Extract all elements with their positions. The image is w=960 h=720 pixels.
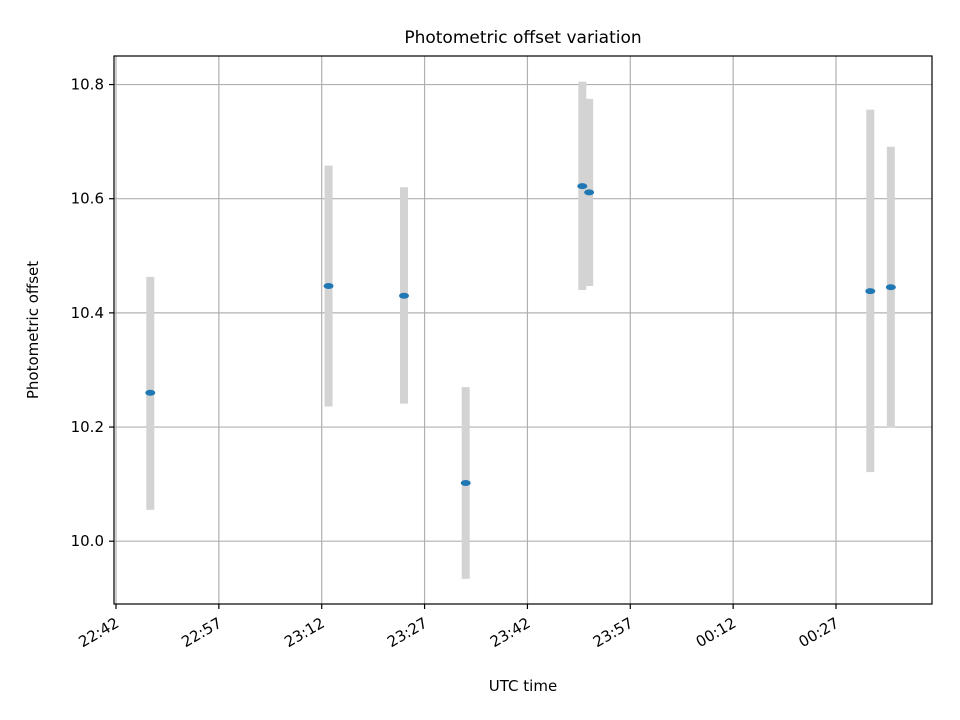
y-axis-label: Photometric offset (24, 261, 42, 399)
data-point (865, 288, 876, 295)
plot-frame (113, 55, 933, 605)
data-point (584, 189, 595, 196)
data-point (460, 479, 471, 486)
data-point (885, 284, 896, 291)
y-tick-label: 10.0 (71, 532, 104, 550)
y-tick-label: 10.2 (71, 418, 104, 436)
data-point (399, 292, 409, 299)
chart-title: Photometric offset variation (404, 28, 641, 48)
data-point (145, 389, 156, 396)
grid-lines (114, 56, 932, 604)
y-tick-label: 10.6 (71, 190, 104, 208)
data-points (145, 183, 896, 486)
x-axis-label: UTC time (489, 677, 557, 695)
y-tick-label: 10.4 (71, 304, 104, 322)
data-point (577, 183, 588, 190)
y-tick-label: 10.8 (71, 76, 104, 94)
y-axis-ticks: 10.0 10.2 10.4 10.6 10.8 (71, 76, 114, 550)
data-point (323, 283, 334, 290)
